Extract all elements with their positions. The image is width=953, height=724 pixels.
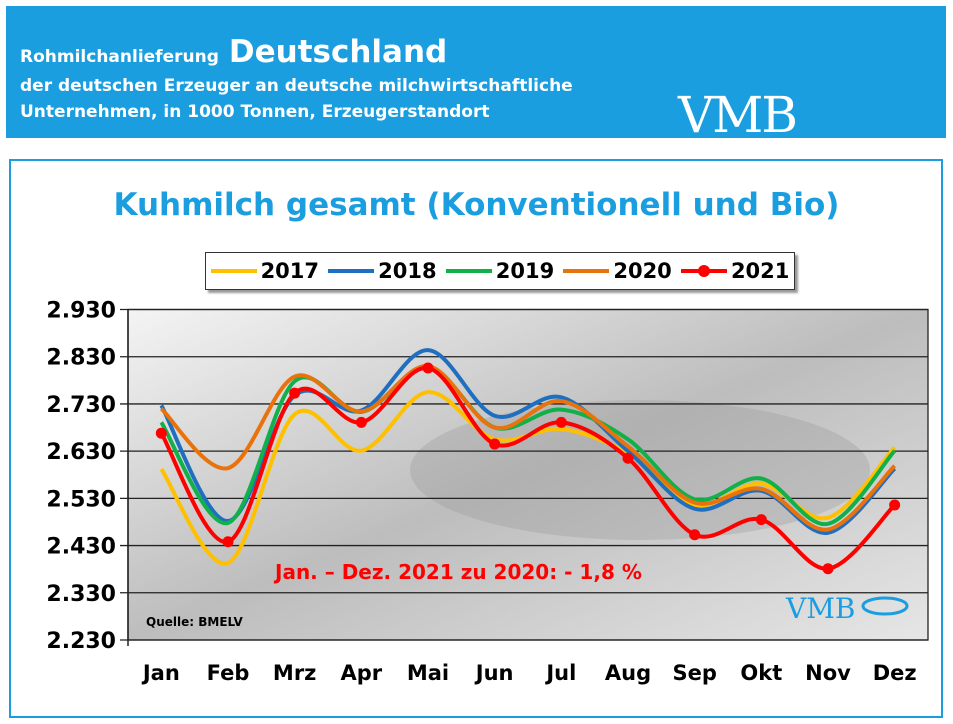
data-point-2021 xyxy=(422,362,434,374)
data-point-2021 xyxy=(889,499,901,511)
data-point-2021 xyxy=(755,514,767,526)
legend-item-2018: 2018 xyxy=(328,259,437,283)
header-line2: der deutschen Erzeuger an deutsche milch… xyxy=(20,76,573,96)
source-label: Quelle: BMELV xyxy=(146,615,244,629)
vmb-watermark-icon xyxy=(861,596,909,616)
x-tick-label: Nov xyxy=(805,661,851,685)
legend-swatch xyxy=(210,269,257,273)
header-line1: Rohmilchanlieferung Deutschland xyxy=(20,34,448,70)
y-tick-label: 2.430 xyxy=(46,535,116,560)
legend-item-2019: 2019 xyxy=(445,259,555,283)
plot-frame xyxy=(127,308,929,641)
x-tick-label: Mrz xyxy=(273,661,316,685)
vmb-watermark: VMB xyxy=(785,592,855,625)
vmb-logo: VMB xyxy=(678,86,798,144)
x-tick-label: Jan xyxy=(141,661,180,685)
series-line-2017 xyxy=(159,390,897,566)
y-tick-label: 2.630 xyxy=(46,440,116,465)
data-point-2021 xyxy=(822,563,834,575)
y-tick-label: 2.230 xyxy=(46,629,116,654)
legend-item-2020: 2020 xyxy=(563,259,672,283)
legend-label: 2019 xyxy=(495,259,555,283)
legend: 2017 2018 2019 2020 2021 xyxy=(205,252,795,290)
data-point-2021 xyxy=(555,416,567,428)
x-tick-label: Jul xyxy=(544,661,576,685)
legend-label: 2018 xyxy=(378,259,437,283)
x-tick-label: Sep xyxy=(672,661,716,685)
data-point-2021 xyxy=(622,452,634,464)
data-point-2021 xyxy=(222,536,234,548)
chart-title: Kuhmilch gesamt (Konventionell und Bio) xyxy=(113,187,840,223)
legend-swatch xyxy=(328,269,375,273)
data-point-2021 xyxy=(289,387,301,399)
x-tick-label: Mai xyxy=(407,661,449,685)
data-point-2021 xyxy=(355,416,367,428)
header-banner: Rohmilchanlieferung Deutschland der deuts… xyxy=(6,6,946,144)
y-tick-label: 2.830 xyxy=(46,346,116,371)
legend-label: 2020 xyxy=(613,259,672,283)
legend-label: 2017 xyxy=(260,259,320,283)
data-point-2021 xyxy=(689,529,701,541)
y-tick-label: 2.530 xyxy=(46,487,116,512)
legend-swatch xyxy=(563,269,610,273)
chart-panel xyxy=(9,159,943,718)
legend-label: 2021 xyxy=(730,259,790,283)
legend-item-2021: 2021 xyxy=(680,259,790,283)
data-point-2021 xyxy=(155,427,167,439)
x-tick-label: Jun xyxy=(474,661,514,685)
x-tick-label: Apr xyxy=(341,661,383,685)
legend-swatch xyxy=(680,265,727,277)
y-tick-label: 2.730 xyxy=(46,393,116,418)
x-tick-label: Feb xyxy=(207,661,250,685)
header-line3: Unternehmen, in 1000 Tonnen, Erzeugersta… xyxy=(20,102,490,122)
data-point-2021 xyxy=(489,438,501,450)
x-tick-label: Dez xyxy=(873,661,917,685)
legend-item-2017: 2017 xyxy=(210,259,320,283)
header-country: Deutschland xyxy=(228,34,448,70)
y-tick-label: 2.930 xyxy=(46,299,116,324)
y-tick-label: 2.330 xyxy=(46,582,116,607)
legend-swatch xyxy=(445,269,492,273)
x-tick-label: Okt xyxy=(740,661,782,685)
x-tick-label: Aug xyxy=(605,661,651,685)
annotation: Jan. – Dez. 2021 zu 2020: - 1,8 % xyxy=(273,560,642,584)
series-line-2020 xyxy=(159,364,897,532)
